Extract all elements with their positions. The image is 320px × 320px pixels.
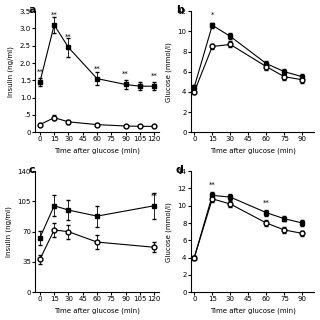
Text: **: **	[94, 65, 100, 71]
Y-axis label: Insulin (ng/ml): Insulin (ng/ml)	[8, 46, 14, 97]
Text: d: d	[176, 165, 184, 175]
Text: **: **	[65, 34, 72, 40]
Text: **: **	[51, 12, 58, 18]
Text: **: **	[151, 193, 157, 198]
Y-axis label: Glucose (mmol/l): Glucose (mmol/l)	[165, 42, 172, 101]
Text: *: *	[211, 12, 214, 18]
Text: a: a	[29, 5, 36, 15]
Text: **: **	[36, 69, 43, 75]
Y-axis label: Insulin (ng/ml): Insulin (ng/ml)	[5, 206, 12, 257]
Text: **: **	[151, 73, 157, 79]
X-axis label: Time after glucose (min): Time after glucose (min)	[210, 308, 295, 315]
X-axis label: Time after glucose (min): Time after glucose (min)	[210, 148, 295, 155]
Y-axis label: Glucose (mmol/l): Glucose (mmol/l)	[165, 202, 172, 261]
X-axis label: Time after glucose (min): Time after glucose (min)	[54, 148, 140, 155]
Text: **: **	[263, 199, 270, 205]
X-axis label: Time after glucose (min): Time after glucose (min)	[54, 308, 140, 315]
Text: **: **	[122, 71, 129, 77]
Text: **: **	[209, 182, 216, 188]
Text: b: b	[176, 5, 184, 15]
Text: c: c	[29, 165, 36, 175]
